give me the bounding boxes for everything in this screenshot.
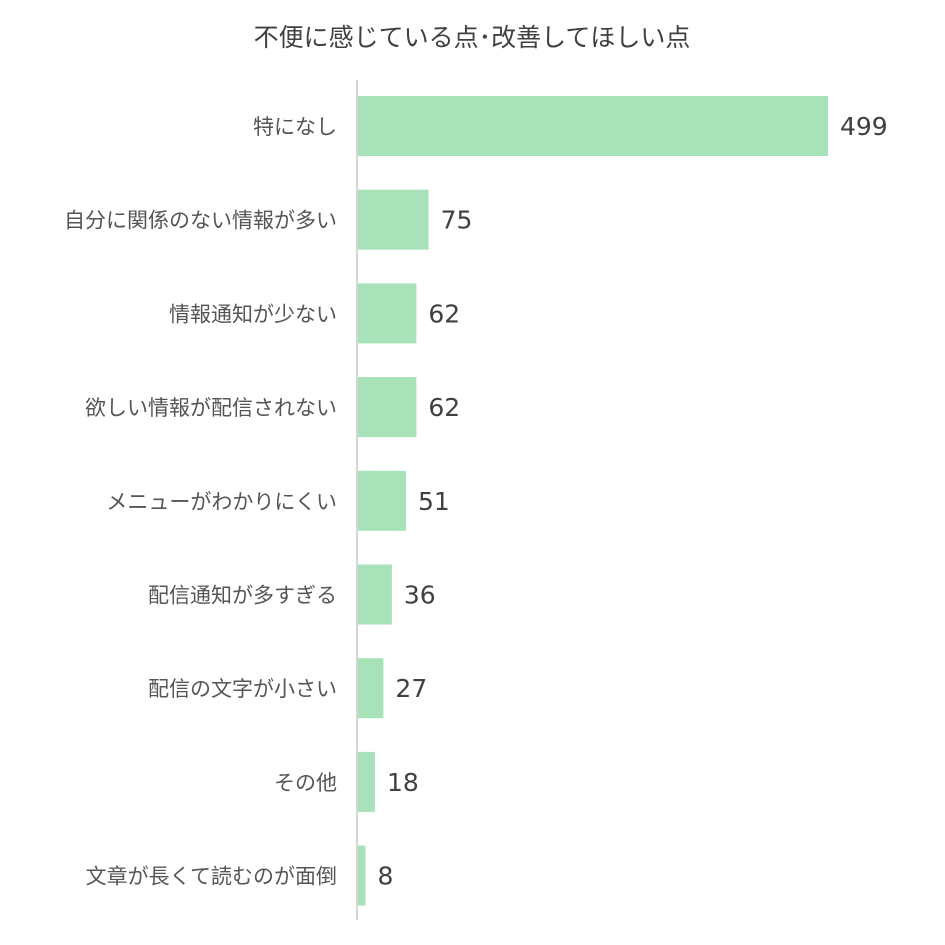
- value-label-2: 62: [428, 299, 460, 328]
- category-label-2: 情報通知が少ない: [169, 302, 337, 326]
- value-label-1: 75: [441, 206, 473, 235]
- bar-8: [358, 845, 366, 906]
- category-label-0: 特になし: [253, 115, 337, 139]
- bar-6: [358, 658, 384, 719]
- category-label-7: その他: [274, 771, 337, 795]
- bar-4: [358, 470, 407, 531]
- value-label-6: 27: [395, 674, 427, 703]
- category-label-1: 自分に関係のない情報が多い: [64, 209, 337, 233]
- bar-7: [358, 751, 375, 812]
- bar-5: [358, 564, 392, 625]
- value-label-7: 18: [387, 768, 419, 797]
- category-label-8: 文章が長くて読むのが面倒: [86, 865, 337, 889]
- value-label-3: 62: [428, 393, 460, 422]
- bar-3: [358, 377, 417, 438]
- value-label-5: 36: [404, 581, 436, 610]
- bars-group: [358, 96, 828, 906]
- category-label-4: メニューがわかりにくい: [106, 490, 337, 514]
- value-label-8: 8: [378, 862, 394, 891]
- bar-1: [358, 189, 429, 250]
- bar-2: [358, 283, 417, 344]
- value-labels-group: 499 75 62 62 51 36 27 18 8: [378, 112, 888, 891]
- bar-0: [358, 96, 828, 156]
- category-label-5: 配信通知が多すぎる: [148, 584, 337, 608]
- chart-title: 不便に感じている点･改善してほしい点: [254, 23, 691, 52]
- category-label-6: 配信の文字が小さい: [148, 677, 337, 701]
- category-labels-group: 特になし自分に関係のない情報が多い情報通知が少ない欲しい情報が配信されないメニュ…: [64, 115, 337, 889]
- value-label-4: 51: [418, 487, 450, 516]
- value-label-0: 499: [840, 112, 888, 141]
- category-label-3: 欲しい情報が配信されない: [85, 396, 337, 420]
